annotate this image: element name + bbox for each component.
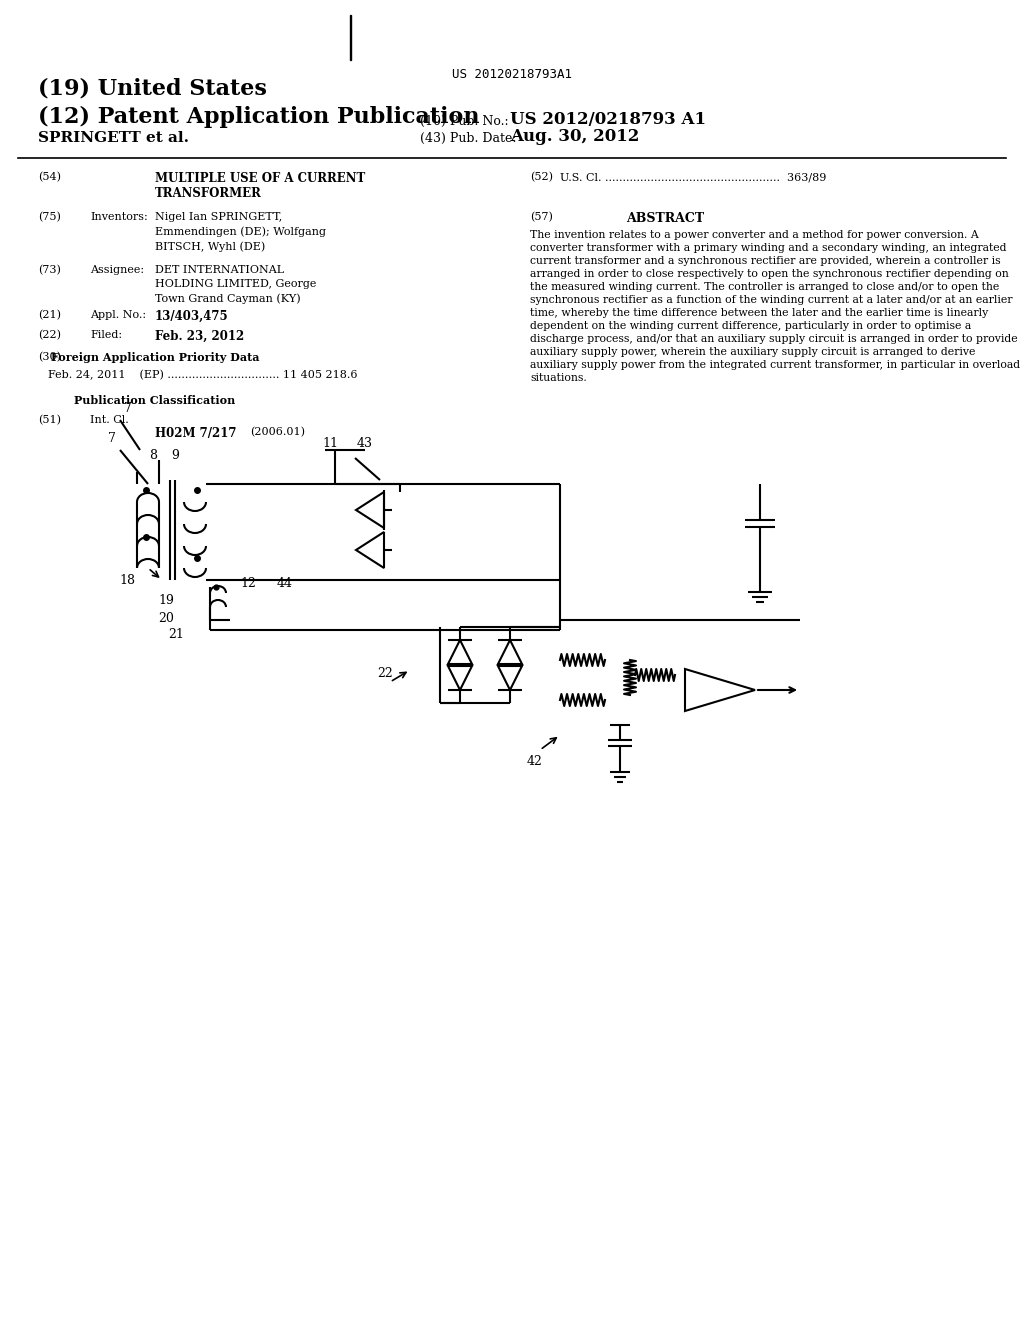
Text: 7: 7: [124, 403, 132, 414]
Text: (10) Pub. No.:: (10) Pub. No.:: [420, 115, 509, 128]
Text: Filed:: Filed:: [90, 330, 122, 341]
Text: US 2012/0218793 A1: US 2012/0218793 A1: [510, 111, 706, 128]
Text: Aug. 30, 2012: Aug. 30, 2012: [510, 128, 639, 145]
Text: 9: 9: [171, 449, 179, 462]
Text: The invention relates to a power converter and a method for power conversion. A : The invention relates to a power convert…: [530, 230, 1020, 383]
Text: Appl. No.:: Appl. No.:: [90, 310, 146, 319]
Text: MULTIPLE USE OF A CURRENT
TRANSFORMER: MULTIPLE USE OF A CURRENT TRANSFORMER: [155, 172, 366, 201]
Text: U.S. Cl. ..................................................  363/89: U.S. Cl. ...............................…: [560, 172, 826, 182]
Text: 44: 44: [278, 577, 293, 590]
Text: 12: 12: [240, 577, 256, 590]
Text: (19) United States: (19) United States: [38, 78, 267, 100]
Text: Foreign Application Priority Data: Foreign Application Priority Data: [51, 352, 259, 363]
Text: US 20120218793A1: US 20120218793A1: [452, 69, 572, 81]
Text: (21): (21): [38, 310, 61, 321]
Text: 22: 22: [377, 667, 393, 680]
Text: DET INTERNATIONAL
HOLDING LIMITED, George
Town Grand Cayman (KY): DET INTERNATIONAL HOLDING LIMITED, Georg…: [155, 265, 316, 304]
Text: Nigel Ian SPRINGETT,
Emmendingen (DE); Wolfgang
BITSCH, Wyhl (DE): Nigel Ian SPRINGETT, Emmendingen (DE); W…: [155, 213, 326, 252]
Text: (12) Patent Application Publication: (12) Patent Application Publication: [38, 106, 479, 128]
Text: 18: 18: [119, 573, 135, 586]
Text: (30): (30): [38, 352, 61, 362]
Text: 7: 7: [109, 432, 116, 445]
Text: SPRINGETT et al.: SPRINGETT et al.: [38, 131, 189, 145]
Text: Publication Classification: Publication Classification: [75, 395, 236, 407]
Text: 11: 11: [322, 437, 338, 450]
Text: 43: 43: [357, 437, 373, 450]
Text: (51): (51): [38, 414, 61, 425]
Text: (54): (54): [38, 172, 61, 182]
Text: 13/403,475: 13/403,475: [155, 310, 228, 323]
Text: (2006.01): (2006.01): [250, 426, 305, 437]
Text: (22): (22): [38, 330, 61, 341]
Text: (43) Pub. Date:: (43) Pub. Date:: [420, 132, 516, 145]
Text: Feb. 24, 2011    (EP) ................................ 11 405 218.6: Feb. 24, 2011 (EP) .....................…: [48, 370, 357, 380]
Text: ABSTRACT: ABSTRACT: [626, 213, 705, 224]
Text: 21: 21: [168, 628, 184, 642]
Text: 20: 20: [158, 611, 174, 624]
Text: (57): (57): [530, 213, 553, 222]
Text: (75): (75): [38, 213, 60, 222]
Text: (73): (73): [38, 265, 60, 276]
Text: 19: 19: [158, 594, 174, 606]
Text: Int. Cl.: Int. Cl.: [90, 414, 129, 425]
Text: 8: 8: [150, 449, 157, 462]
Text: (52): (52): [530, 172, 553, 182]
Text: Assignee:: Assignee:: [90, 265, 144, 275]
Text: Inventors:: Inventors:: [90, 213, 147, 222]
Text: 42: 42: [527, 755, 543, 768]
Text: Feb. 23, 2012: Feb. 23, 2012: [155, 330, 245, 343]
Text: H02M 7/217: H02M 7/217: [155, 426, 237, 440]
